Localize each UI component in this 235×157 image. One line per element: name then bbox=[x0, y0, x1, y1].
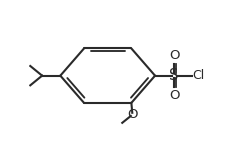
Text: O: O bbox=[169, 89, 179, 102]
Text: O: O bbox=[127, 108, 137, 121]
Text: S: S bbox=[169, 68, 179, 83]
Text: O: O bbox=[169, 49, 179, 62]
Text: Cl: Cl bbox=[192, 69, 205, 82]
